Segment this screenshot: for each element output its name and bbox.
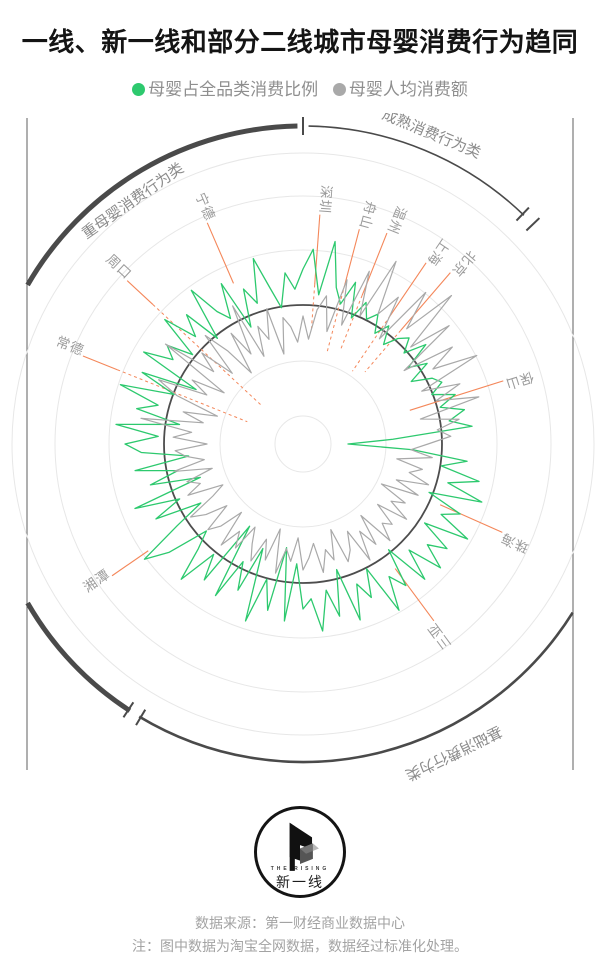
city-leader-line [111, 550, 149, 577]
the-rising-logo: THE RISING 新一线 [254, 806, 346, 898]
arc-tick [135, 709, 147, 726]
city-leader-line [206, 222, 235, 284]
category-arc [308, 125, 525, 216]
grid-circle [108, 249, 498, 639]
city-label: 三亚 [425, 620, 454, 652]
city-label: 舟山 [357, 199, 379, 231]
city-leader-dash [152, 304, 264, 407]
city-label: 宁德 [193, 190, 219, 223]
city-label: 北京 [449, 248, 479, 280]
city-label: 珠海 [498, 530, 531, 555]
legend-dot-gray-icon [332, 83, 346, 96]
city-leader-line [344, 229, 360, 285]
arc-tick [515, 206, 530, 222]
city-label: 深圳 [317, 184, 334, 214]
city-leader-line [314, 214, 321, 285]
chart-legend: 母婴占全品类消费比例 母婴人均消费额 [0, 75, 600, 100]
legend-dot-green-icon [132, 83, 146, 96]
city-leader-line [400, 272, 451, 331]
city-leader-dash [117, 369, 248, 423]
footer-notes: 数据来源：第一财经商业数据中心 注：图中数据为淘宝全网数据，数据经过标准化处理。 [0, 912, 600, 958]
legend-label-amount: 母婴人均消费额 [348, 80, 468, 99]
category-arc-label: 基础消费行为类 [403, 722, 505, 783]
city-leader-line [389, 262, 427, 317]
city-leader-dash [364, 329, 402, 373]
arc-tick [525, 217, 541, 232]
city-leader-line [126, 280, 154, 305]
grid-circle [11, 152, 595, 736]
category-arc-label: 成熟消费行为类 [380, 113, 484, 162]
legend-item-amount: 母婴人均消费额 [332, 75, 468, 100]
city-leader-dash [352, 315, 391, 372]
category-arc [25, 123, 298, 287]
logo-mark-icon [289, 822, 319, 871]
grid-circle [54, 195, 552, 693]
city-label: 常德 [54, 334, 86, 359]
city-label: 保山 [503, 369, 535, 392]
grid-circle [274, 415, 332, 473]
page-title: 一线、新一线和部分二线城市母婴消费行为趋同 [21, 27, 579, 57]
legend-label-ratio: 母婴占全品类消费比例 [148, 80, 319, 99]
logo-en-text: THE RISING [270, 866, 330, 872]
city-label: 上海 [424, 236, 453, 268]
data-note-line: 注：图中数据为淘宝全网数据，数据经过标准化处理。 [132, 938, 468, 954]
series-ratio-line [115, 240, 483, 632]
grid-circle [219, 360, 387, 528]
category-arc [138, 611, 574, 764]
data-source-line: 数据来源：第一财经商业数据中心 [195, 915, 405, 931]
city-leader-line [409, 380, 504, 411]
benchmark-circle [163, 304, 443, 584]
series-amount-line [140, 260, 480, 574]
city-leader-dash [310, 284, 316, 333]
logo-zh-text: 新一线 [276, 874, 324, 890]
city-leader-line [82, 355, 118, 371]
arc-tick [122, 701, 135, 718]
city-leader-dash [339, 295, 363, 352]
city-leader-line [439, 504, 503, 533]
category-arc [25, 601, 132, 713]
legend-item-ratio: 母婴占全品类消费比例 [132, 75, 318, 100]
city-label: 湘潭 [81, 566, 113, 595]
city-label: 温州 [385, 204, 410, 236]
